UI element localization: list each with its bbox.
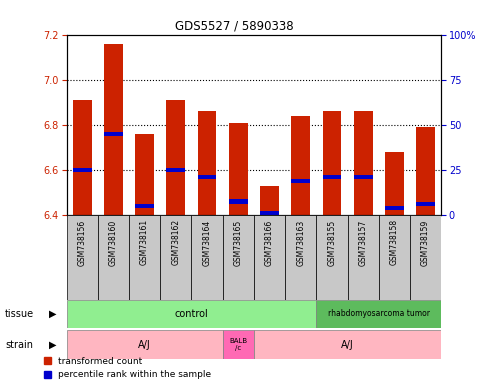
FancyBboxPatch shape bbox=[410, 215, 441, 300]
FancyBboxPatch shape bbox=[223, 215, 254, 300]
Bar bbox=[322, 175, 341, 179]
FancyBboxPatch shape bbox=[317, 215, 348, 300]
Bar bbox=[416, 202, 435, 206]
Bar bbox=[260, 186, 279, 215]
Text: strain: strain bbox=[5, 339, 33, 350]
Text: control: control bbox=[175, 309, 209, 319]
Bar bbox=[229, 199, 247, 204]
Text: GSM738166: GSM738166 bbox=[265, 219, 274, 265]
Bar bbox=[354, 175, 373, 179]
Text: rhabdomyosarcoma tumor: rhabdomyosarcoma tumor bbox=[328, 310, 430, 318]
Text: ▶: ▶ bbox=[49, 309, 57, 319]
FancyBboxPatch shape bbox=[129, 215, 160, 300]
Bar bbox=[104, 43, 123, 215]
Text: A/J: A/J bbox=[138, 339, 151, 350]
Bar bbox=[198, 175, 216, 179]
Text: A/J: A/J bbox=[341, 339, 354, 350]
Text: GSM738161: GSM738161 bbox=[140, 219, 149, 265]
FancyBboxPatch shape bbox=[254, 330, 441, 359]
FancyBboxPatch shape bbox=[191, 215, 223, 300]
Text: GSM738158: GSM738158 bbox=[390, 219, 399, 265]
FancyBboxPatch shape bbox=[160, 215, 191, 300]
FancyBboxPatch shape bbox=[254, 215, 285, 300]
Bar bbox=[385, 206, 404, 210]
Bar bbox=[73, 100, 92, 215]
Bar bbox=[260, 211, 279, 215]
Text: GSM738162: GSM738162 bbox=[172, 219, 180, 265]
Bar bbox=[416, 127, 435, 215]
Bar bbox=[167, 100, 185, 215]
Text: GDS5527 / 5890338: GDS5527 / 5890338 bbox=[175, 19, 293, 32]
Bar bbox=[291, 179, 310, 183]
Bar bbox=[291, 116, 310, 215]
Bar bbox=[385, 152, 404, 215]
FancyBboxPatch shape bbox=[67, 300, 317, 328]
Bar bbox=[198, 111, 216, 215]
Text: GSM738156: GSM738156 bbox=[78, 219, 87, 265]
Text: ▶: ▶ bbox=[49, 339, 57, 350]
FancyBboxPatch shape bbox=[67, 215, 98, 300]
Bar bbox=[354, 111, 373, 215]
Bar bbox=[135, 134, 154, 215]
FancyBboxPatch shape bbox=[285, 215, 317, 300]
Text: BALB
/c: BALB /c bbox=[229, 338, 247, 351]
FancyBboxPatch shape bbox=[67, 330, 223, 359]
Text: GSM738157: GSM738157 bbox=[359, 219, 368, 265]
Text: GSM738159: GSM738159 bbox=[421, 219, 430, 265]
Bar bbox=[167, 168, 185, 172]
Bar bbox=[73, 168, 92, 172]
Text: tissue: tissue bbox=[5, 309, 34, 319]
FancyBboxPatch shape bbox=[348, 215, 379, 300]
Bar bbox=[322, 111, 341, 215]
Bar bbox=[229, 122, 247, 215]
Text: GSM738163: GSM738163 bbox=[296, 219, 305, 265]
FancyBboxPatch shape bbox=[379, 215, 410, 300]
Bar bbox=[104, 132, 123, 136]
Text: GSM738160: GSM738160 bbox=[109, 219, 118, 265]
Text: GSM738164: GSM738164 bbox=[203, 219, 211, 265]
Legend: transformed count, percentile rank within the sample: transformed count, percentile rank withi… bbox=[44, 357, 211, 379]
FancyBboxPatch shape bbox=[317, 300, 441, 328]
FancyBboxPatch shape bbox=[223, 330, 254, 359]
Text: GSM738165: GSM738165 bbox=[234, 219, 243, 265]
FancyBboxPatch shape bbox=[98, 215, 129, 300]
Text: GSM738155: GSM738155 bbox=[327, 219, 336, 265]
Bar bbox=[135, 204, 154, 208]
